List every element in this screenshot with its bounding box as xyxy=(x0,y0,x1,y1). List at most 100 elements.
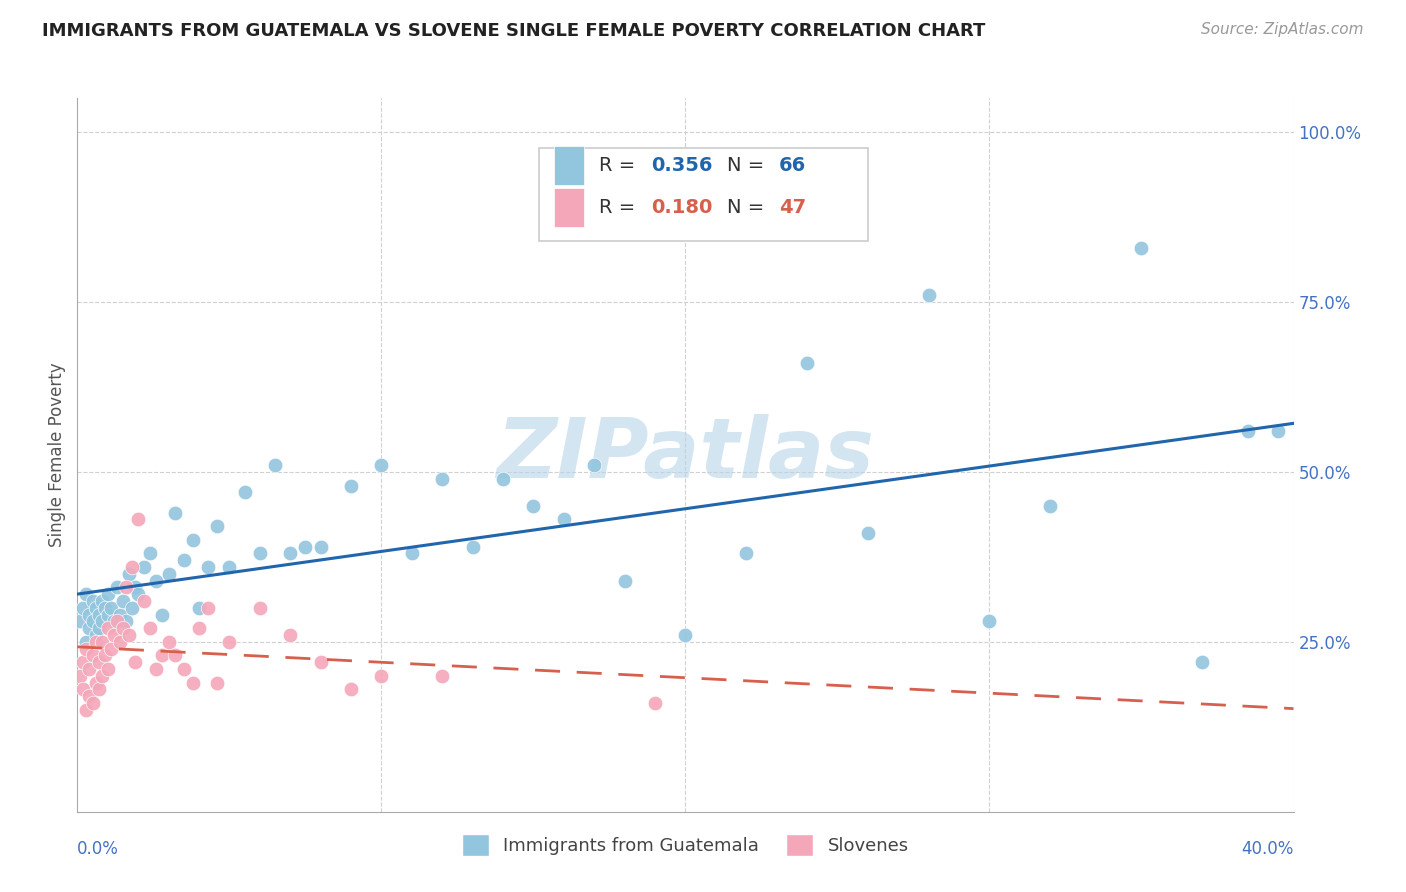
Point xyxy=(82,648,104,663)
Point xyxy=(90,635,112,649)
Point xyxy=(87,682,110,697)
Point xyxy=(152,648,174,663)
Legend: Immigrants from Guatemala, Slovenes: Immigrants from Guatemala, Slovenes xyxy=(454,827,917,863)
Point xyxy=(82,696,104,710)
Point xyxy=(79,607,101,622)
Text: Source: ZipAtlas.com: Source: ZipAtlas.com xyxy=(1201,22,1364,37)
Point xyxy=(1191,655,1213,669)
Point xyxy=(108,635,131,649)
Point xyxy=(87,655,110,669)
Point xyxy=(121,600,143,615)
Point xyxy=(121,560,143,574)
Point xyxy=(278,628,301,642)
Point xyxy=(90,615,112,629)
Point xyxy=(340,478,363,492)
Point xyxy=(370,458,392,472)
Point xyxy=(173,662,195,676)
Point xyxy=(100,641,122,656)
Point xyxy=(163,506,186,520)
Point xyxy=(181,675,204,690)
Point xyxy=(735,546,758,560)
FancyBboxPatch shape xyxy=(554,146,585,186)
Point xyxy=(97,587,120,601)
Point xyxy=(134,560,156,574)
Point xyxy=(181,533,204,547)
Point xyxy=(249,546,271,560)
Text: R =: R = xyxy=(599,156,641,175)
Point xyxy=(340,682,363,697)
Point xyxy=(72,682,94,697)
Point xyxy=(430,669,453,683)
FancyBboxPatch shape xyxy=(554,187,585,227)
Point xyxy=(233,485,256,500)
Point xyxy=(613,574,636,588)
Text: ZIPatlas: ZIPatlas xyxy=(496,415,875,495)
Point xyxy=(188,621,211,635)
Point xyxy=(134,594,156,608)
Point xyxy=(75,641,97,656)
Text: N =: N = xyxy=(727,198,770,217)
Point xyxy=(309,655,332,669)
Point xyxy=(124,655,146,669)
Point xyxy=(461,540,484,554)
Point xyxy=(309,540,332,554)
Point xyxy=(84,675,107,690)
Point xyxy=(84,600,107,615)
Text: 66: 66 xyxy=(779,156,806,175)
Point xyxy=(796,356,818,370)
Point xyxy=(105,615,128,629)
Point xyxy=(401,546,423,560)
Text: N =: N = xyxy=(727,156,770,175)
Point xyxy=(111,594,134,608)
Point xyxy=(103,615,125,629)
Point xyxy=(100,600,122,615)
Text: IMMIGRANTS FROM GUATEMALA VS SLOVENE SINGLE FEMALE POVERTY CORRELATION CHART: IMMIGRANTS FROM GUATEMALA VS SLOVENE SIN… xyxy=(42,22,986,40)
Point xyxy=(249,600,271,615)
Point xyxy=(1039,499,1062,513)
Text: 47: 47 xyxy=(779,198,806,217)
Point xyxy=(82,594,104,608)
Point xyxy=(103,628,125,642)
Point xyxy=(1130,241,1153,255)
Point xyxy=(93,648,115,663)
Point xyxy=(127,512,149,526)
Point xyxy=(492,472,515,486)
Point xyxy=(90,669,112,683)
Text: R =: R = xyxy=(599,198,641,217)
Point xyxy=(522,499,544,513)
Point xyxy=(979,615,1001,629)
Point xyxy=(108,607,131,622)
Point xyxy=(84,628,107,642)
Point xyxy=(124,581,146,595)
Point xyxy=(75,587,97,601)
Point xyxy=(90,594,112,608)
Point xyxy=(97,621,120,635)
Point xyxy=(145,662,167,676)
Point xyxy=(157,635,180,649)
Point xyxy=(197,560,219,574)
Y-axis label: Single Female Poverty: Single Female Poverty xyxy=(48,363,66,547)
Point xyxy=(118,566,141,581)
Point xyxy=(72,600,94,615)
Point xyxy=(1267,424,1289,438)
Point xyxy=(583,458,606,472)
Point xyxy=(93,600,115,615)
Point xyxy=(111,621,134,635)
Point xyxy=(264,458,287,472)
Point xyxy=(278,546,301,560)
Point xyxy=(118,628,141,642)
Point xyxy=(163,648,186,663)
Text: 0.0%: 0.0% xyxy=(77,840,120,858)
Point xyxy=(115,581,138,595)
Point xyxy=(294,540,316,554)
Point xyxy=(644,696,666,710)
Point xyxy=(79,621,101,635)
Point xyxy=(188,600,211,615)
Point xyxy=(205,519,228,533)
Point xyxy=(72,655,94,669)
Point xyxy=(79,662,101,676)
Point xyxy=(553,512,575,526)
FancyBboxPatch shape xyxy=(540,148,868,241)
Point xyxy=(69,669,91,683)
Point xyxy=(157,566,180,581)
